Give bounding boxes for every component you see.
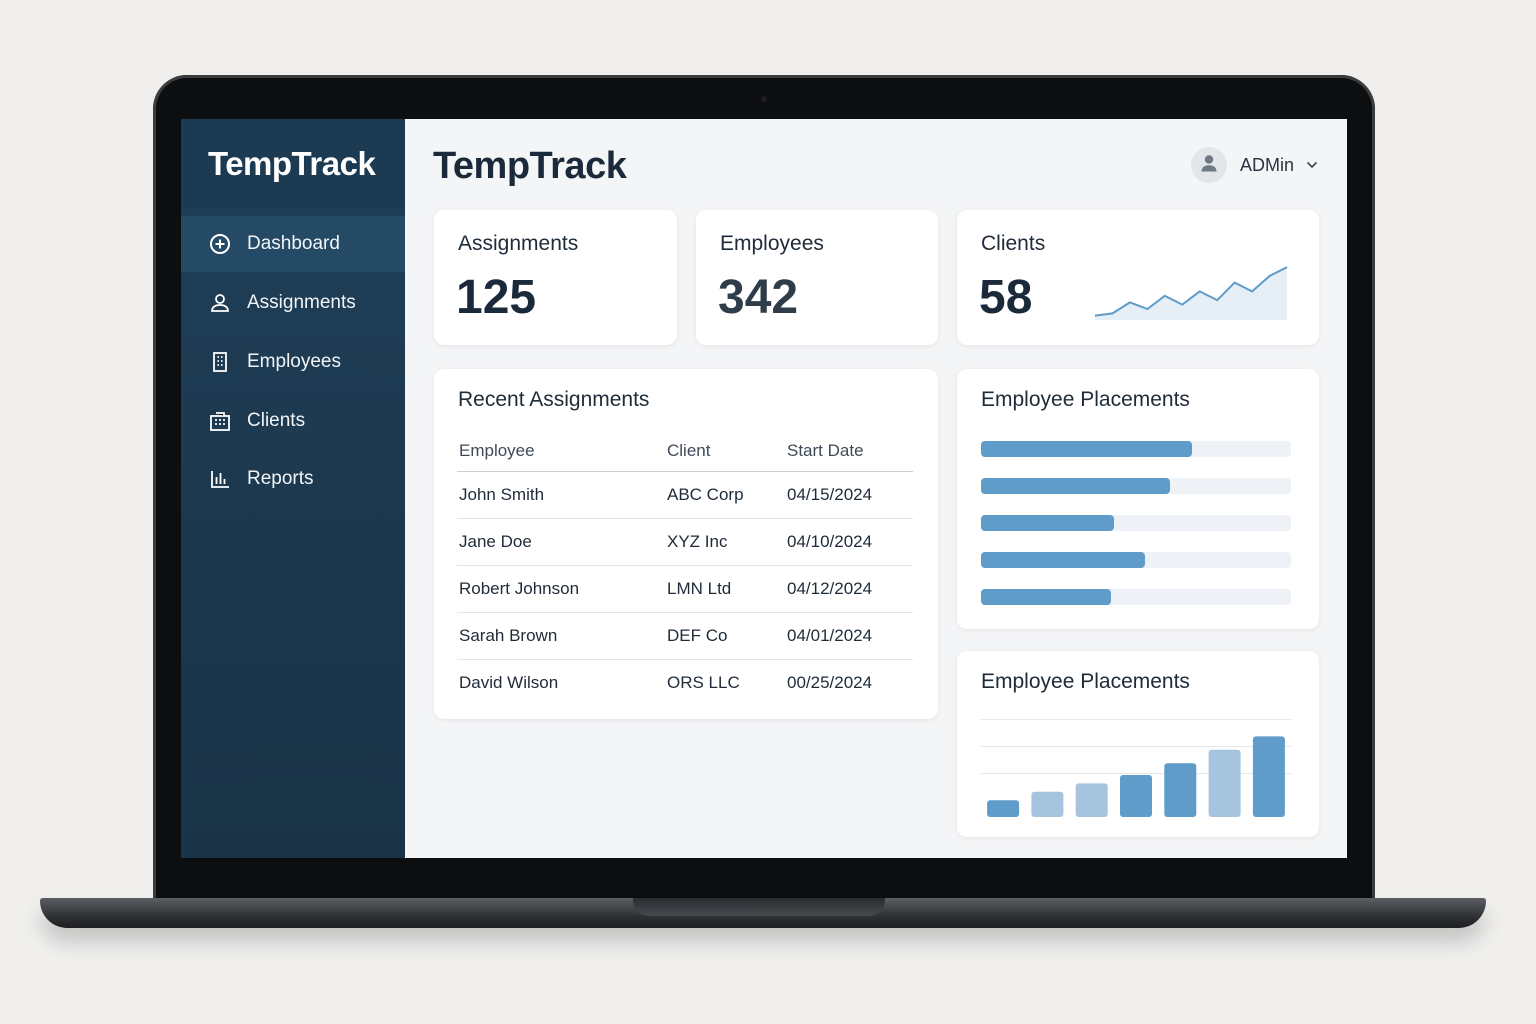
page-title: TempTrack: [433, 145, 627, 187]
sparkline-line: [1094, 266, 1288, 317]
placement-bar[interactable]: [981, 589, 1112, 605]
table-row[interactable]: David Wilson ORS LLC 00/25/2024: [457, 660, 913, 707]
column-header-start-date[interactable]: Start Date: [785, 439, 913, 472]
placement-bar-track: [981, 515, 1291, 531]
stat-label: Assignments: [458, 232, 579, 255]
employee-cell: John Smith: [457, 471, 665, 519]
placement-column[interactable]: [1120, 775, 1152, 817]
placement-bar[interactable]: [981, 515, 1115, 531]
placement-bar[interactable]: [981, 478, 1171, 494]
table-row[interactable]: Jane Doe XYZ Inc 04/10/2024: [457, 518, 913, 566]
sidebar-item-label: Assignments: [247, 292, 356, 313]
sidebar-item-label: Dashboard: [247, 233, 340, 254]
building-icon: [209, 351, 231, 373]
employee-placements-bar-card: Employee Placements: [957, 369, 1319, 629]
sidebar-item-label: Clients: [247, 410, 306, 431]
clients-trend-sparkline: [1094, 266, 1288, 320]
table-row[interactable]: Sarah Brown DEF Co 04/01/2024: [457, 612, 913, 660]
placement-bar-track: [981, 478, 1291, 494]
plus-circle-icon: [209, 233, 231, 255]
placement-bar[interactable]: [981, 441, 1192, 457]
client-cell: DEF Co: [665, 612, 785, 660]
placement-column[interactable]: [987, 800, 1020, 817]
card-title: Recent Assignments: [458, 388, 650, 411]
user-icon: [209, 292, 231, 314]
date-cell: 04/01/2024: [785, 612, 913, 660]
user-icon: [1198, 152, 1220, 179]
sidebar-item-employees[interactable]: Employees: [181, 334, 405, 390]
user-name: ADMin: [1240, 154, 1295, 175]
placement-column[interactable]: [1164, 763, 1197, 817]
camera: [761, 96, 767, 102]
employee-cell: Sarah Brown: [457, 612, 665, 660]
date-cell: 04/12/2024: [785, 565, 913, 613]
app-screen: TempTrack Dashboard Assignments Employee…: [181, 119, 1347, 858]
stat-value: 58: [979, 271, 1033, 324]
client-cell: XYZ Inc: [665, 518, 785, 566]
assignments-table: Employee Client Start Date John Smith AB…: [457, 439, 913, 706]
sidebar-item-dashboard[interactable]: Dashboard: [181, 216, 405, 272]
employee-placements-column-card: Employee Placements: [957, 651, 1319, 837]
placement-column[interactable]: [1075, 783, 1108, 817]
sidebar: TempTrack Dashboard Assignments Employee…: [181, 119, 405, 858]
stat-label: Clients: [981, 232, 1046, 255]
user-menu[interactable]: ADMin: [1191, 146, 1318, 184]
placement-column[interactable]: [1252, 736, 1285, 817]
brand-strip: [181, 119, 405, 209]
date-cell: 04/15/2024: [785, 471, 913, 519]
avatar: [1191, 147, 1227, 183]
bar-chart-icon: [209, 468, 231, 490]
employees-stat-card[interactable]: Employees 342: [696, 210, 938, 345]
placement-column[interactable]: [1208, 749, 1241, 817]
employee-cell: David Wilson: [459, 673, 559, 692]
assignments-stat-card[interactable]: Assignments 125: [434, 210, 677, 345]
stat-value: 125: [456, 271, 537, 324]
office-icon: [209, 410, 231, 432]
placement-bar-track: [981, 589, 1291, 605]
client-cell: ORS LLC: [667, 673, 740, 692]
sidebar-item-assignments[interactable]: Assignments: [181, 275, 405, 331]
client-cell: LMN Ltd: [665, 565, 785, 613]
sidebar-item-label: Employees: [247, 351, 341, 372]
placement-bar-track: [981, 441, 1291, 457]
recent-assignments-card: Recent Assignments Employee Client Start…: [434, 369, 938, 719]
placement-bar-track: [981, 552, 1291, 568]
sidebar-item-label: Reports: [247, 468, 314, 489]
table-row[interactable]: Robert Johnson LMN Ltd 04/12/2024: [457, 565, 913, 613]
employee-cell: Jane Doe: [457, 518, 665, 566]
card-title: Employee Placements: [981, 670, 1190, 693]
placement-column[interactable]: [1031, 791, 1064, 817]
sidebar-item-clients[interactable]: Clients: [181, 393, 405, 449]
sparkline-area: [1095, 267, 1287, 320]
table-row[interactable]: John Smith ABC Corp 04/15/2024: [457, 471, 913, 519]
date-cell: 04/10/2024: [785, 518, 913, 566]
brand-logo[interactable]: TempTrack: [208, 145, 376, 182]
table-header-row: Employee Client Start Date: [457, 439, 913, 472]
card-title: Employee Placements: [981, 388, 1190, 411]
laptop-notch: [633, 898, 885, 916]
employee-cell: Robert Johnson: [457, 565, 665, 613]
date-cell: 00/25/2024: [787, 673, 873, 692]
placement-bar[interactable]: [981, 552, 1146, 568]
chevron-down-icon: [1306, 156, 1318, 174]
clients-stat-card[interactable]: Clients 58: [957, 210, 1319, 345]
placements-column-chart: [981, 719, 1291, 817]
stat-label: Employees: [720, 232, 824, 255]
client-cell: ABC Corp: [665, 471, 785, 519]
column-header-employee[interactable]: Employee: [457, 439, 665, 472]
sidebar-item-reports[interactable]: Reports: [181, 451, 405, 507]
stat-value: 342: [718, 271, 799, 324]
column-header-client[interactable]: Client: [665, 439, 785, 472]
